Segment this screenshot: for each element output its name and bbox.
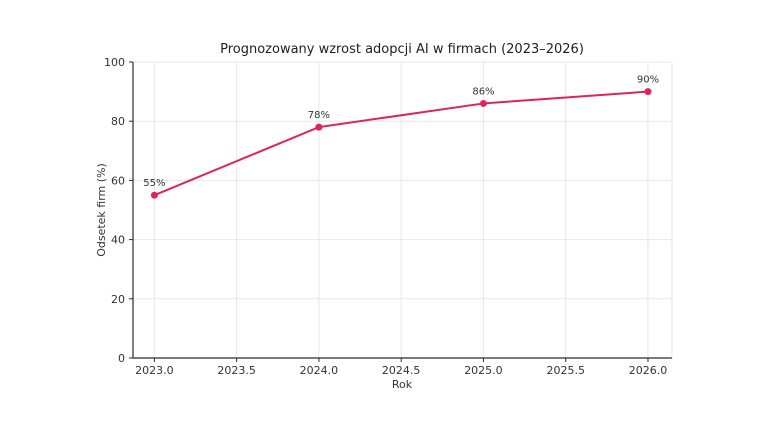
data-point-marker (644, 88, 652, 96)
x-tick-label: 2025.5 (546, 364, 585, 377)
x-tick-label: 2023.5 (217, 364, 256, 377)
y-tick-label: 0 (118, 352, 125, 365)
x-tick-label: 2023.0 (135, 364, 174, 377)
x-tick-label: 2024.5 (382, 364, 421, 377)
y-tick-label: 60 (111, 174, 125, 187)
data-point-label: 78% (308, 110, 330, 121)
y-axis-label: Odsetek firm (%) (95, 163, 108, 257)
y-tick-label: 40 (111, 234, 125, 247)
chart-title: Prognozowany wzrost adopcji AI w firmach… (220, 42, 584, 57)
series-line (153, 90, 649, 197)
x-tick-label: 2025.0 (464, 364, 503, 377)
data-point-marker (315, 123, 323, 131)
y-tick-label: 100 (104, 56, 125, 69)
data-point-label: 90% (637, 75, 659, 86)
data-point-label: 55% (143, 178, 165, 189)
data-point-label: 86% (472, 86, 494, 97)
x-tick-label: 2024.0 (300, 364, 339, 377)
y-tick-label: 20 (111, 293, 125, 306)
data-point-marker (150, 191, 158, 199)
x-tick-label: 2026.0 (629, 364, 668, 377)
y-tick-label: 80 (111, 115, 125, 128)
x-axis-label: Rok (392, 378, 413, 391)
plot-area: 2023.0 2023.5 2024.0 2024.5 2025.0 2025.5 2026… (104, 56, 673, 377)
data-point-marker (479, 99, 487, 107)
